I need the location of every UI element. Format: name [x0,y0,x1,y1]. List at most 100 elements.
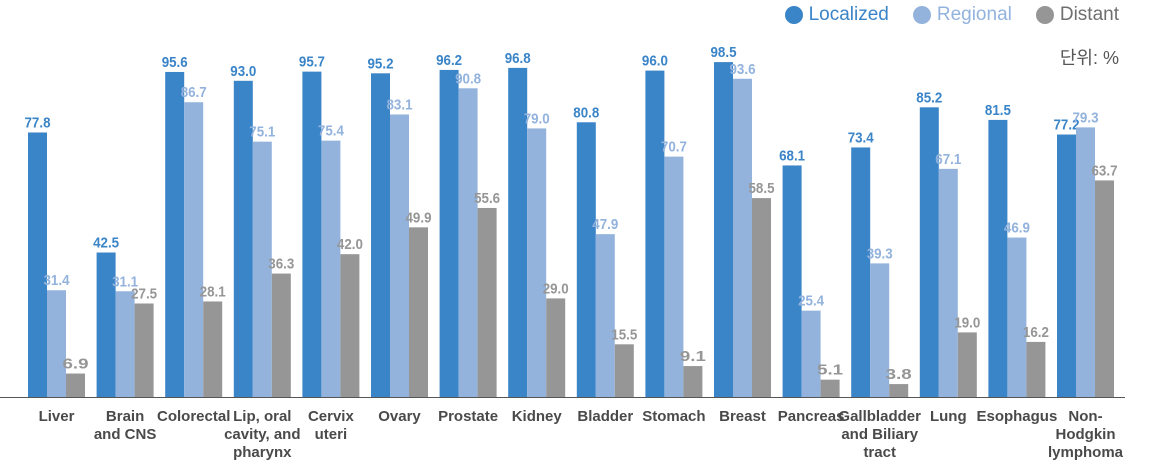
x-tick-label: Cervix [308,408,355,425]
data-label-distant: 42.0 [337,236,363,253]
bar-localized [577,122,596,397]
bar-distant [958,332,977,397]
data-label-regional: 31.4 [44,272,71,289]
data-label-regional: 46.9 [1004,220,1030,237]
x-tick-label: Ovary [378,408,421,425]
x-tick-label: Pancreas [778,408,845,425]
data-label-distant: 63.7 [1092,162,1118,179]
bar-regional [596,234,615,397]
x-tick-label: uteri [315,426,348,443]
data-label-regional: 79.0 [524,110,550,127]
legend-item-distant: Distant [1036,4,1119,26]
data-label-distant: 5.1 [817,362,843,379]
bar-distant [546,298,565,397]
data-label-localized: 73.4 [848,129,875,146]
x-tick-label: Hodgkin [1056,426,1116,443]
data-label-localized: 95.7 [299,54,325,71]
bar-distant [66,374,85,397]
bar-regional [116,291,135,397]
data-label-distant: 9.1 [680,348,706,365]
bar-localized [714,62,733,397]
legend-item-regional: Regional [913,4,1012,26]
x-tick-label: Lip, oral [233,408,291,425]
bar-localized [988,120,1007,397]
data-label-localized: 95.2 [368,55,394,72]
data-label-localized: 98.5 [711,44,737,61]
bar-regional [527,128,546,397]
data-label-localized: 96.2 [436,52,462,69]
data-label-localized: 80.8 [573,104,599,121]
data-label-distant: 3.8 [886,366,912,383]
bar-regional [1007,238,1026,397]
x-tick-label: Prostate [438,408,498,425]
x-tick-label: Colorectal [157,408,230,425]
data-label-regional: 70.7 [661,139,687,156]
data-label-distant: 16.2 [1023,324,1049,341]
x-tick-label: lymphoma [1048,444,1124,461]
data-label-distant: 49.9 [406,209,432,226]
data-label-regional: 83.1 [387,96,413,113]
data-label-localized: 93.0 [230,63,256,80]
x-tick-label: pharynx [233,444,292,461]
data-label-localized: 81.5 [985,102,1011,119]
bar-localized [440,70,459,397]
x-tick-label: Kidney [512,408,563,425]
data-label-localized: 68.1 [779,147,805,164]
data-label-regional: 90.8 [455,70,481,87]
legend-item-localized: Localized [785,4,889,26]
x-tick-label: Gallbladder [838,408,921,425]
bar-regional [459,88,478,397]
x-tick-label: Breast [719,408,766,425]
data-label-localized: 77.8 [25,114,51,131]
legend-label-regional: Regional [937,4,1012,26]
data-label-localized: 42.5 [93,235,119,252]
bar-localized [783,165,802,397]
bar-regional [939,169,958,397]
data-label-regional: 75.1 [249,124,275,141]
data-label-distant: 28.1 [200,283,226,300]
data-label-regional: 39.3 [867,245,893,262]
x-tick-label: and Biliary [841,426,918,443]
bar-distant [889,384,908,397]
x-tick-label: Lung [930,408,967,425]
legend-label-distant: Distant [1060,4,1119,26]
x-tick-label: Bladder [577,408,633,425]
data-label-distant: 36.3 [268,256,294,273]
bar-distant [821,380,840,397]
data-label-localized: 95.6 [162,54,188,71]
legend-swatch-regional [913,6,931,24]
data-label-localized: 96.8 [505,50,531,67]
bar-localized [28,132,47,397]
data-label-distant: 19.0 [954,314,980,331]
bar-distant [478,208,497,397]
bar-localized [645,71,664,397]
bar-localized [302,72,321,397]
data-label-distant: 6.9 [63,356,89,373]
bar-regional [733,79,752,397]
bar-distant [752,198,771,397]
data-label-distant: 58.5 [749,180,775,197]
bar-distant [135,304,154,398]
legend-label-localized: Localized [809,4,889,26]
data-label-regional: 86.7 [181,84,207,101]
data-label-regional: 75.4 [318,123,345,140]
data-label-distant: 27.5 [131,286,157,303]
data-label-distant: 29.0 [543,280,569,297]
x-tick-label: Liver [39,408,75,425]
x-tick-label: Non- [1068,408,1102,425]
data-label-regional: 67.1 [935,151,961,168]
data-label-regional: 47.9 [592,216,618,233]
data-label-regional: 93.6 [730,61,756,78]
bar-regional [47,290,66,397]
chart-legend: Localized Regional Distant [785,4,1119,26]
data-label-localized: 85.2 [916,89,942,106]
bar-distant [340,254,359,397]
bar-distant [683,366,702,397]
bar-distant [1026,342,1045,397]
data-label-localized: 96.0 [642,53,668,70]
bar-localized [371,73,390,397]
legend-swatch-localized [785,6,803,24]
data-label-regional: 79.3 [1073,109,1099,126]
